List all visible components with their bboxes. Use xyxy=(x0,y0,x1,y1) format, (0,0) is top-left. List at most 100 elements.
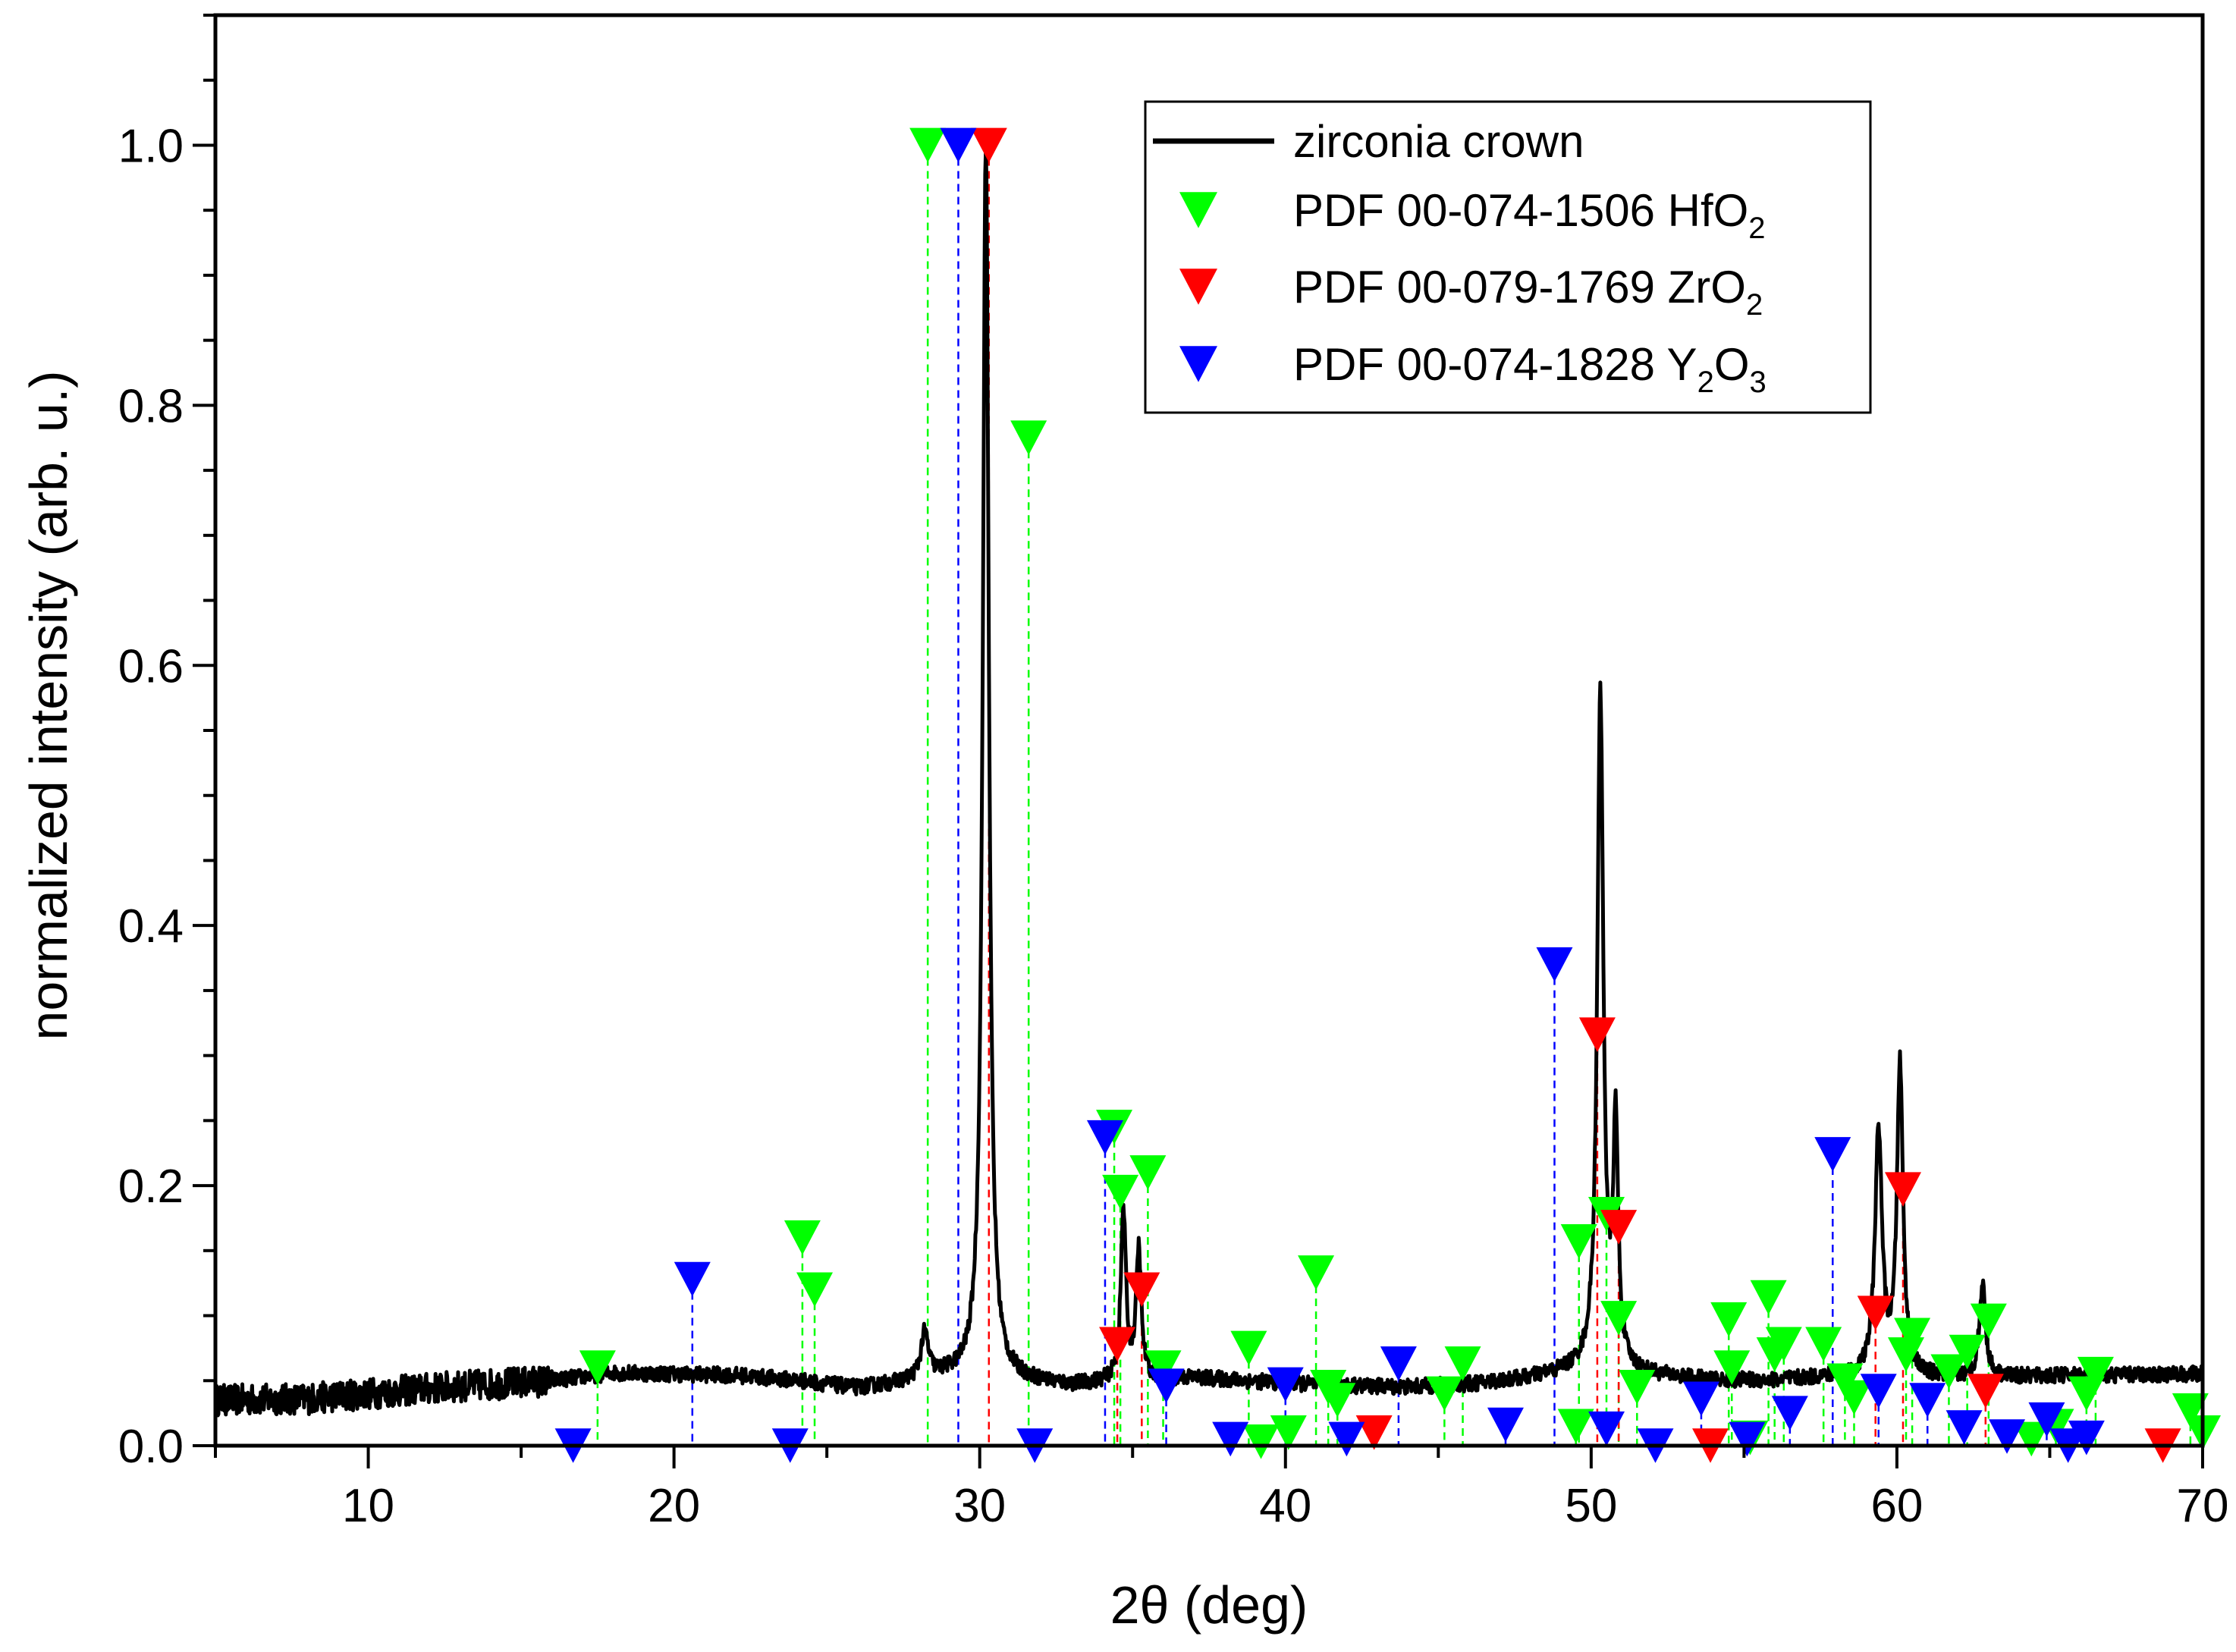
marker-hfo2 xyxy=(1444,1346,1481,1381)
marker-hfo2 xyxy=(1619,1370,1656,1405)
marker-hfo2 xyxy=(2077,1356,2114,1392)
marker-hfo2 xyxy=(1970,1303,2007,1339)
marker-hfo2 xyxy=(1270,1415,1307,1450)
marker-y2o3 xyxy=(1212,1421,1249,1457)
marker-hfo2 xyxy=(1765,1327,1802,1362)
marker-zro2 xyxy=(1857,1296,1894,1330)
marker-y2o3 xyxy=(1148,1368,1185,1403)
marker-hfo2 xyxy=(2013,1421,2050,1457)
marker-hfo2 xyxy=(1949,1334,1986,1370)
legend-label: PDF 00-074-1506 HfO2 xyxy=(1293,185,1766,245)
marker-zro2 xyxy=(1578,1017,1616,1053)
marker-y2o3 xyxy=(2068,1420,2105,1456)
legend-label: PDF 00-079-1769 ZrO2 xyxy=(1293,262,1763,322)
marker-hfo2 xyxy=(1710,1302,1748,1337)
x-axis-title: 2θ (deg) xyxy=(1110,1575,1308,1635)
marker-y2o3 xyxy=(1814,1137,1851,1172)
y-tick-label: 0.2 xyxy=(118,1160,184,1213)
marker-y2o3 xyxy=(1909,1383,1946,1418)
marker-hfo2 xyxy=(1145,1350,1182,1385)
marker-zro2 xyxy=(1099,1327,1136,1362)
legend-subscript: 2 xyxy=(1748,212,1765,245)
legend-marker-hfo2 xyxy=(1179,192,1217,228)
marker-hfo2 xyxy=(1230,1330,1267,1366)
marker-y2o3 xyxy=(940,127,977,163)
marker-y2o3 xyxy=(1267,1367,1304,1402)
marker-y2o3 xyxy=(1086,1120,1123,1155)
marker-zro2 xyxy=(1884,1172,1921,1208)
marker-hfo2 xyxy=(796,1272,834,1308)
y-tick-label: 0.8 xyxy=(118,380,184,432)
marker-hfo2 xyxy=(579,1350,616,1385)
marker-hfo2 xyxy=(1600,1301,1638,1336)
marker-y2o3 xyxy=(1729,1421,1766,1457)
marker-hfo2 xyxy=(1557,1409,1594,1444)
y-tick-label: 0.6 xyxy=(118,640,184,693)
marker-y2o3 xyxy=(674,1261,711,1297)
marker-hfo2 xyxy=(2172,1393,2209,1428)
x-tick-label: 20 xyxy=(648,1480,700,1532)
y-tick-label: 1.0 xyxy=(118,120,184,172)
marker-zro2 xyxy=(1600,1210,1638,1245)
x-tick-label: 30 xyxy=(953,1480,1006,1532)
legend-marker-y2o3 xyxy=(1179,346,1217,382)
marker-y2o3 xyxy=(1771,1396,1808,1431)
marker-y2o3 xyxy=(1328,1421,1365,1457)
marker-hfo2 xyxy=(1750,1280,1787,1315)
marker-y2o3 xyxy=(1588,1411,1625,1446)
legend-subscript: 3 xyxy=(1749,366,1766,399)
marker-y2o3 xyxy=(1860,1374,1897,1409)
y-axis: 0.0 0.2 0.4 0.6 0.8 1.0 xyxy=(118,14,215,1473)
marker-hfo2 xyxy=(1713,1350,1751,1385)
marker-y2o3 xyxy=(2028,1402,2065,1437)
marker-hfo2 xyxy=(1298,1255,1335,1290)
marker-hfo2 xyxy=(1242,1424,1280,1459)
marker-hfo2 xyxy=(1560,1224,1597,1259)
legend-label-text: PDF 00-074-1506 HfO xyxy=(1293,185,1748,236)
marker-hfo2 xyxy=(1129,1155,1167,1190)
marker-y2o3 xyxy=(1380,1346,1417,1381)
reference-markers xyxy=(554,127,2221,1463)
plot-content xyxy=(213,127,2221,1463)
marker-zro2 xyxy=(1123,1272,1160,1308)
x-tick-label: 70 xyxy=(2177,1480,2229,1532)
legend-label-text: zirconia crown xyxy=(1293,116,1584,167)
marker-hfo2 xyxy=(909,127,947,163)
marker-y2o3 xyxy=(1989,1419,2026,1454)
y-axis-title: normalized intensity (arb. u.) xyxy=(19,370,78,1040)
x-tick-label: 60 xyxy=(1870,1480,1923,1532)
x-axis: 10 20 30 40 50 60 70 xyxy=(214,1446,2229,1532)
marker-zro2 xyxy=(970,127,1007,163)
x-tick-label: 40 xyxy=(1259,1480,1311,1532)
y-tick-label: 0.0 xyxy=(118,1421,184,1473)
marker-y2o3 xyxy=(1487,1407,1524,1443)
marker-hfo2 xyxy=(784,1220,821,1255)
legend-label: PDF 00-074-1828 Y2O3 xyxy=(1293,339,1767,399)
legend-label-text: PDF 00-074-1828 Y xyxy=(1293,339,1697,390)
marker-hfo2 xyxy=(1930,1354,1967,1390)
legend-subscript: 2 xyxy=(1697,366,1714,399)
y-tick-label: 0.4 xyxy=(118,900,184,953)
legend-marker-zro2 xyxy=(1179,269,1217,305)
marker-hfo2 xyxy=(1805,1327,1842,1362)
marker-hfo2 xyxy=(1836,1380,1873,1415)
marker-y2o3 xyxy=(1536,947,1573,982)
legend-label: zirconia crown xyxy=(1293,116,1584,167)
legend-box xyxy=(1144,100,1872,414)
legend-subscript: 2 xyxy=(1746,288,1763,322)
legend-label-text: O xyxy=(1714,339,1750,390)
marker-hfo2 xyxy=(1319,1383,1356,1418)
marker-hfo2 xyxy=(1894,1318,1931,1353)
x-tick-label: 50 xyxy=(1565,1480,1617,1532)
marker-zro2 xyxy=(1355,1415,1393,1450)
legend-label-text: PDF 00-079-1769 ZrO xyxy=(1293,262,1746,312)
marker-hfo2 xyxy=(1010,420,1047,456)
marker-hfo2 xyxy=(1426,1376,1463,1412)
x-tick-label: 10 xyxy=(342,1480,394,1532)
marker-y2o3 xyxy=(1946,1410,1983,1445)
marker-hfo2 xyxy=(1102,1174,1139,1210)
marker-zro2 xyxy=(1967,1374,2004,1409)
